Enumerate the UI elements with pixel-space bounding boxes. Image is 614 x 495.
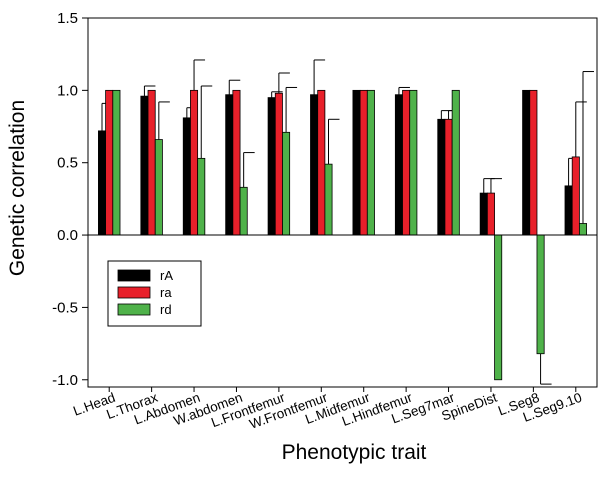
y-tick-label-4: -0.5: [52, 299, 78, 316]
bar-rA-5: [310, 94, 319, 236]
y-tick-label-2: 0.5: [57, 155, 78, 172]
bar-rd-11: [578, 223, 587, 236]
bar-rd-2: [197, 157, 206, 236]
bar-ra-8: [444, 118, 453, 236]
legend-swatch-ra: [117, 286, 151, 299]
legend-label-rd: rd: [160, 302, 172, 317]
legend-label-rA: rA: [160, 268, 173, 283]
y-axis-title: Genetic correlation: [6, 100, 29, 276]
bar-rA-11: [564, 185, 573, 236]
bar-ra-0: [105, 89, 114, 236]
bar-rA-8: [437, 118, 446, 236]
y-tick-label-0: 1.5: [57, 10, 78, 27]
bar-ra-7: [402, 89, 411, 236]
bar-rA-1: [140, 95, 149, 236]
bar-rd-4: [282, 131, 291, 236]
y-tick-label-3: 0.0: [57, 227, 78, 244]
bar-rA-10: [522, 89, 531, 236]
bar-ra-10: [529, 89, 538, 236]
bar-rA-0: [98, 130, 107, 236]
bar-rA-7: [394, 94, 403, 236]
legend-swatch-rA: [117, 269, 151, 282]
bar-ra-3: [232, 89, 241, 236]
bar-ra-1: [147, 89, 156, 236]
legend-swatch-rd: [117, 303, 151, 316]
bar-ra-11: [571, 156, 580, 236]
bar-rd-5: [324, 163, 333, 236]
legend: rA ra rd: [107, 260, 202, 327]
bar-rA-2: [182, 117, 191, 236]
bar-rd-6: [366, 89, 375, 236]
bar-ra-9: [486, 192, 495, 236]
bar-ra-5: [317, 89, 326, 236]
bar-rA-3: [225, 94, 234, 236]
bar-rA-4: [267, 97, 276, 236]
legend-label-ra: ra: [160, 285, 172, 300]
bar-rd-10: [536, 234, 545, 355]
bar-rd-7: [409, 89, 418, 236]
plot-frame: [87, 17, 598, 388]
bar-rd-1: [154, 139, 163, 236]
bar-ra-2: [190, 89, 199, 236]
bar-rd-9: [494, 234, 503, 381]
bars-layer: [98, 59, 594, 385]
bar-rA-6: [352, 89, 361, 236]
y-tick-label-5: -1.0: [52, 372, 78, 389]
bar-rd-8: [451, 89, 460, 236]
bar-ra-4: [274, 92, 283, 236]
bar-rA-9: [479, 192, 488, 236]
bar-rd-3: [239, 186, 248, 236]
bar-rd-0: [112, 89, 121, 236]
x-axis-title: Phenotypic trait: [282, 441, 427, 464]
y-tick-label-1: 1.0: [57, 82, 78, 99]
bar-ra-6: [359, 89, 368, 236]
